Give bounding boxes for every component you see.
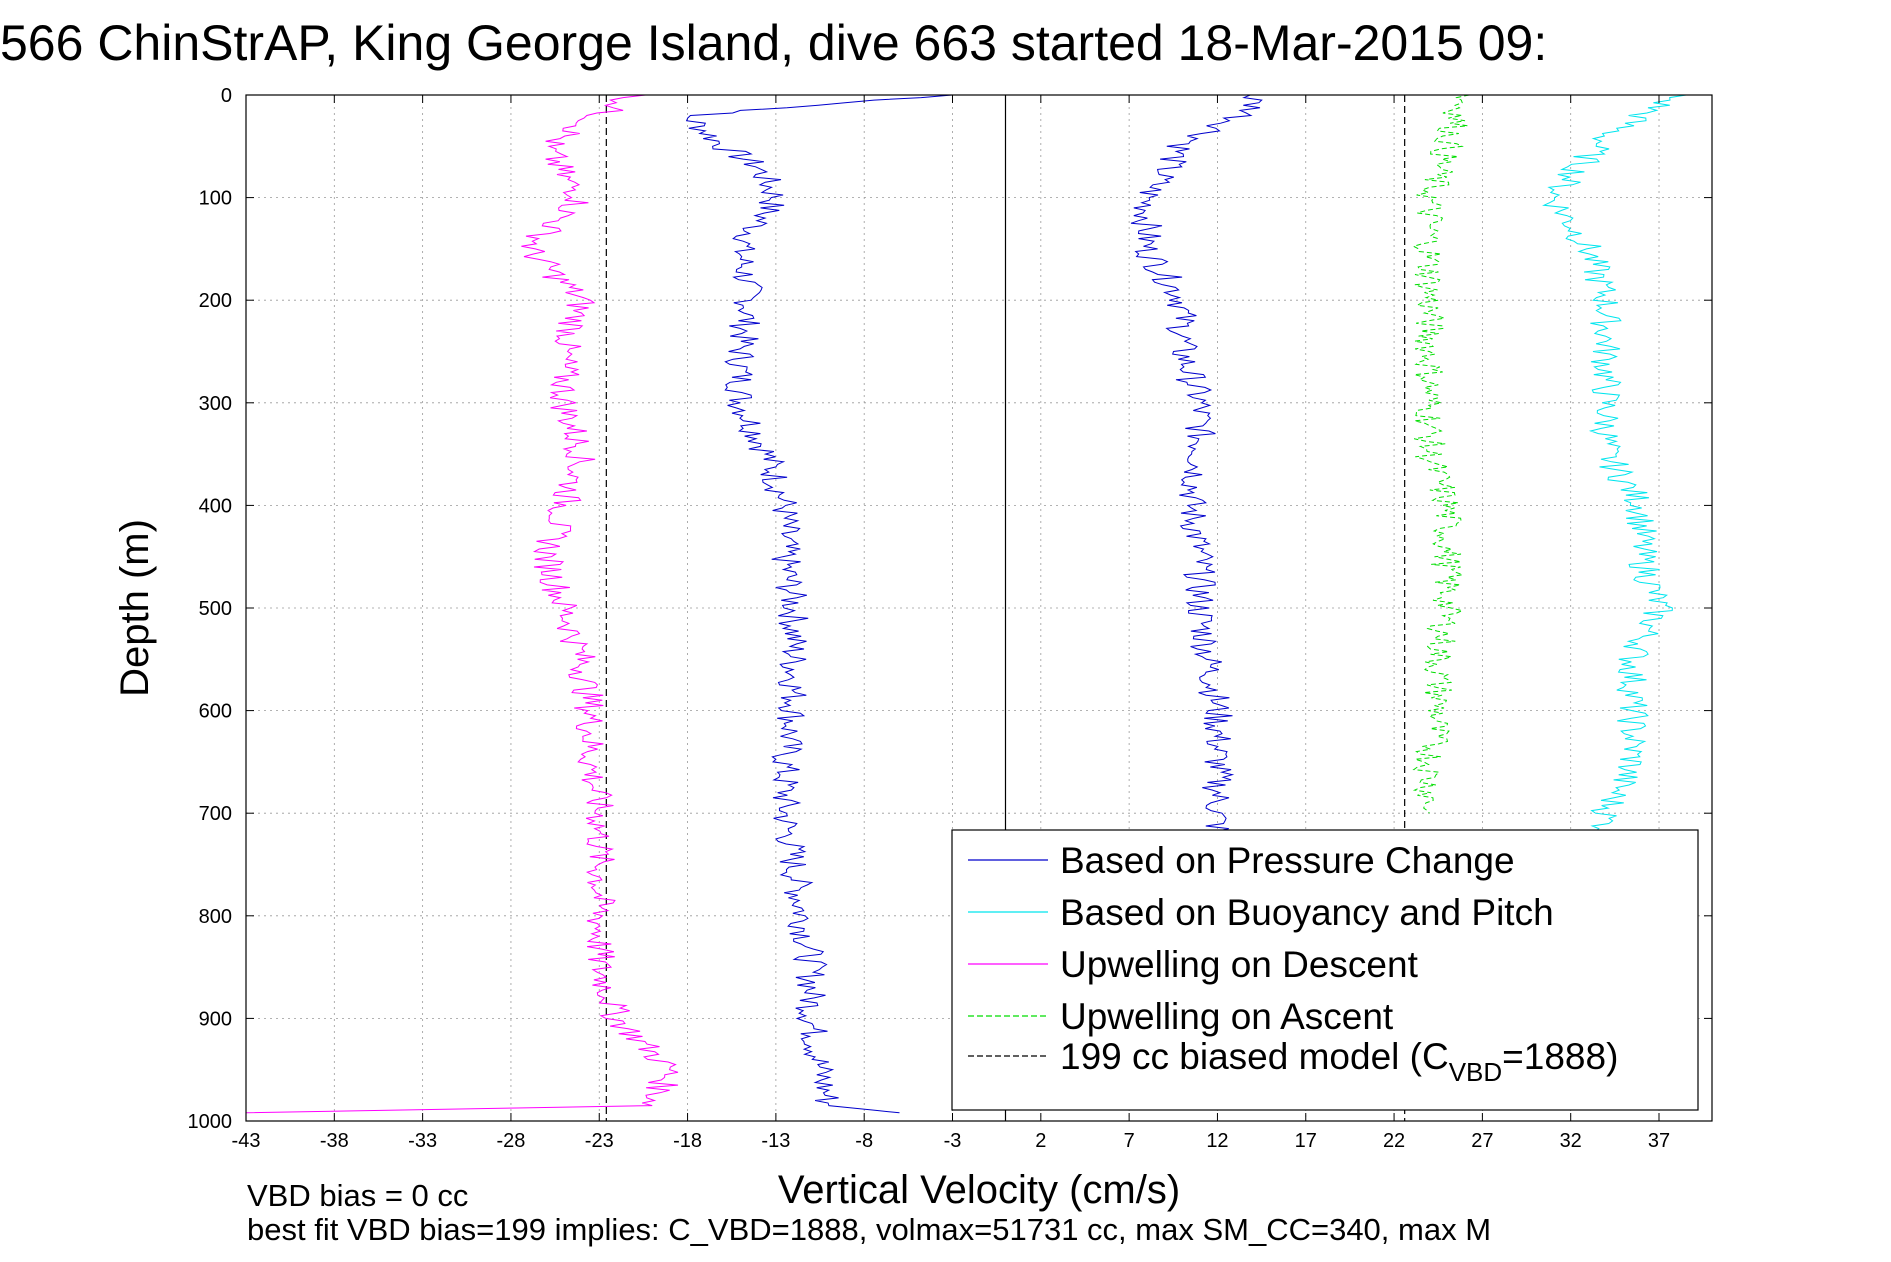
y-tick-label: 0 [221,85,232,107]
legend-label: Upwelling on Descent [1060,944,1419,985]
y-tick-label: 200 [199,290,232,312]
series-line [1542,94,1687,835]
x-tick-label: -23 [585,1130,614,1152]
y-tick-label: 600 [199,701,232,723]
y-tick-label: 900 [199,1008,232,1030]
x-tick-label: -38 [320,1130,349,1152]
x-tick-label: 7 [1124,1130,1135,1152]
x-axis-label: Vertical Velocity (cm/s) [778,1168,1180,1212]
legend-label: Upwelling on Ascent [1060,996,1394,1037]
footer-line-2: best fit VBD bias=199 implies: C_VBD=188… [247,1212,1491,1247]
x-tick-label: 2 [1035,1130,1046,1152]
series-line [245,94,679,1114]
legend-label: 199 cc biased model (CVBD=1888) [1060,1036,1618,1087]
x-tick-label: -18 [673,1130,702,1152]
x-tick-label: -3 [944,1130,962,1152]
y-tick-label: 100 [199,188,232,210]
footer-line-1: VBD bias = 0 cc [247,1178,468,1213]
x-tick-label: 12 [1206,1130,1228,1152]
y-axis-label: Depth (m) [113,519,157,697]
x-tick-label: -8 [855,1130,873,1152]
x-tick-label: 27 [1471,1130,1493,1152]
legend-label: Based on Pressure Change [1060,840,1515,881]
y-ticks: 0 100 200 300 400 500 600 700 800 900 1000 [188,85,1712,1133]
series-line [1412,94,1470,814]
y-tick-label: 300 [199,393,232,415]
x-ticks: -43 -38 -33 -28 -23 -18 -13 -8 -3 2 7 12 17 22 27 32 37 [232,95,1670,1152]
legend: Based on Pressure Change Based on Buoyanc… [951,829,1699,1111]
x-tick-label: 32 [1560,1130,1582,1152]
x-tick-label: -13 [761,1130,790,1152]
legend-label: Based on Buoyancy and Pitch [1060,892,1554,933]
y-tick-label: 500 [199,598,232,620]
x-tick-label: 37 [1648,1130,1670,1152]
x-tick-label: 22 [1383,1130,1405,1152]
x-tick-label: -33 [408,1130,437,1152]
chart-title: 566 ChinStrAP, King George Island, dive … [0,15,1547,71]
series-line [685,94,953,1114]
series-line [1130,94,1263,834]
x-tick-label: 17 [1295,1130,1317,1152]
y-tick-label: 800 [199,906,232,928]
x-tick-label: -28 [496,1130,525,1152]
y-tick-label: 700 [199,803,232,825]
y-tick-label: 400 [199,495,232,517]
y-tick-label: 1000 [188,1111,233,1133]
series-lines [245,94,1687,1114]
x-tick-label: -43 [232,1130,261,1152]
legend-box [951,829,1699,1111]
